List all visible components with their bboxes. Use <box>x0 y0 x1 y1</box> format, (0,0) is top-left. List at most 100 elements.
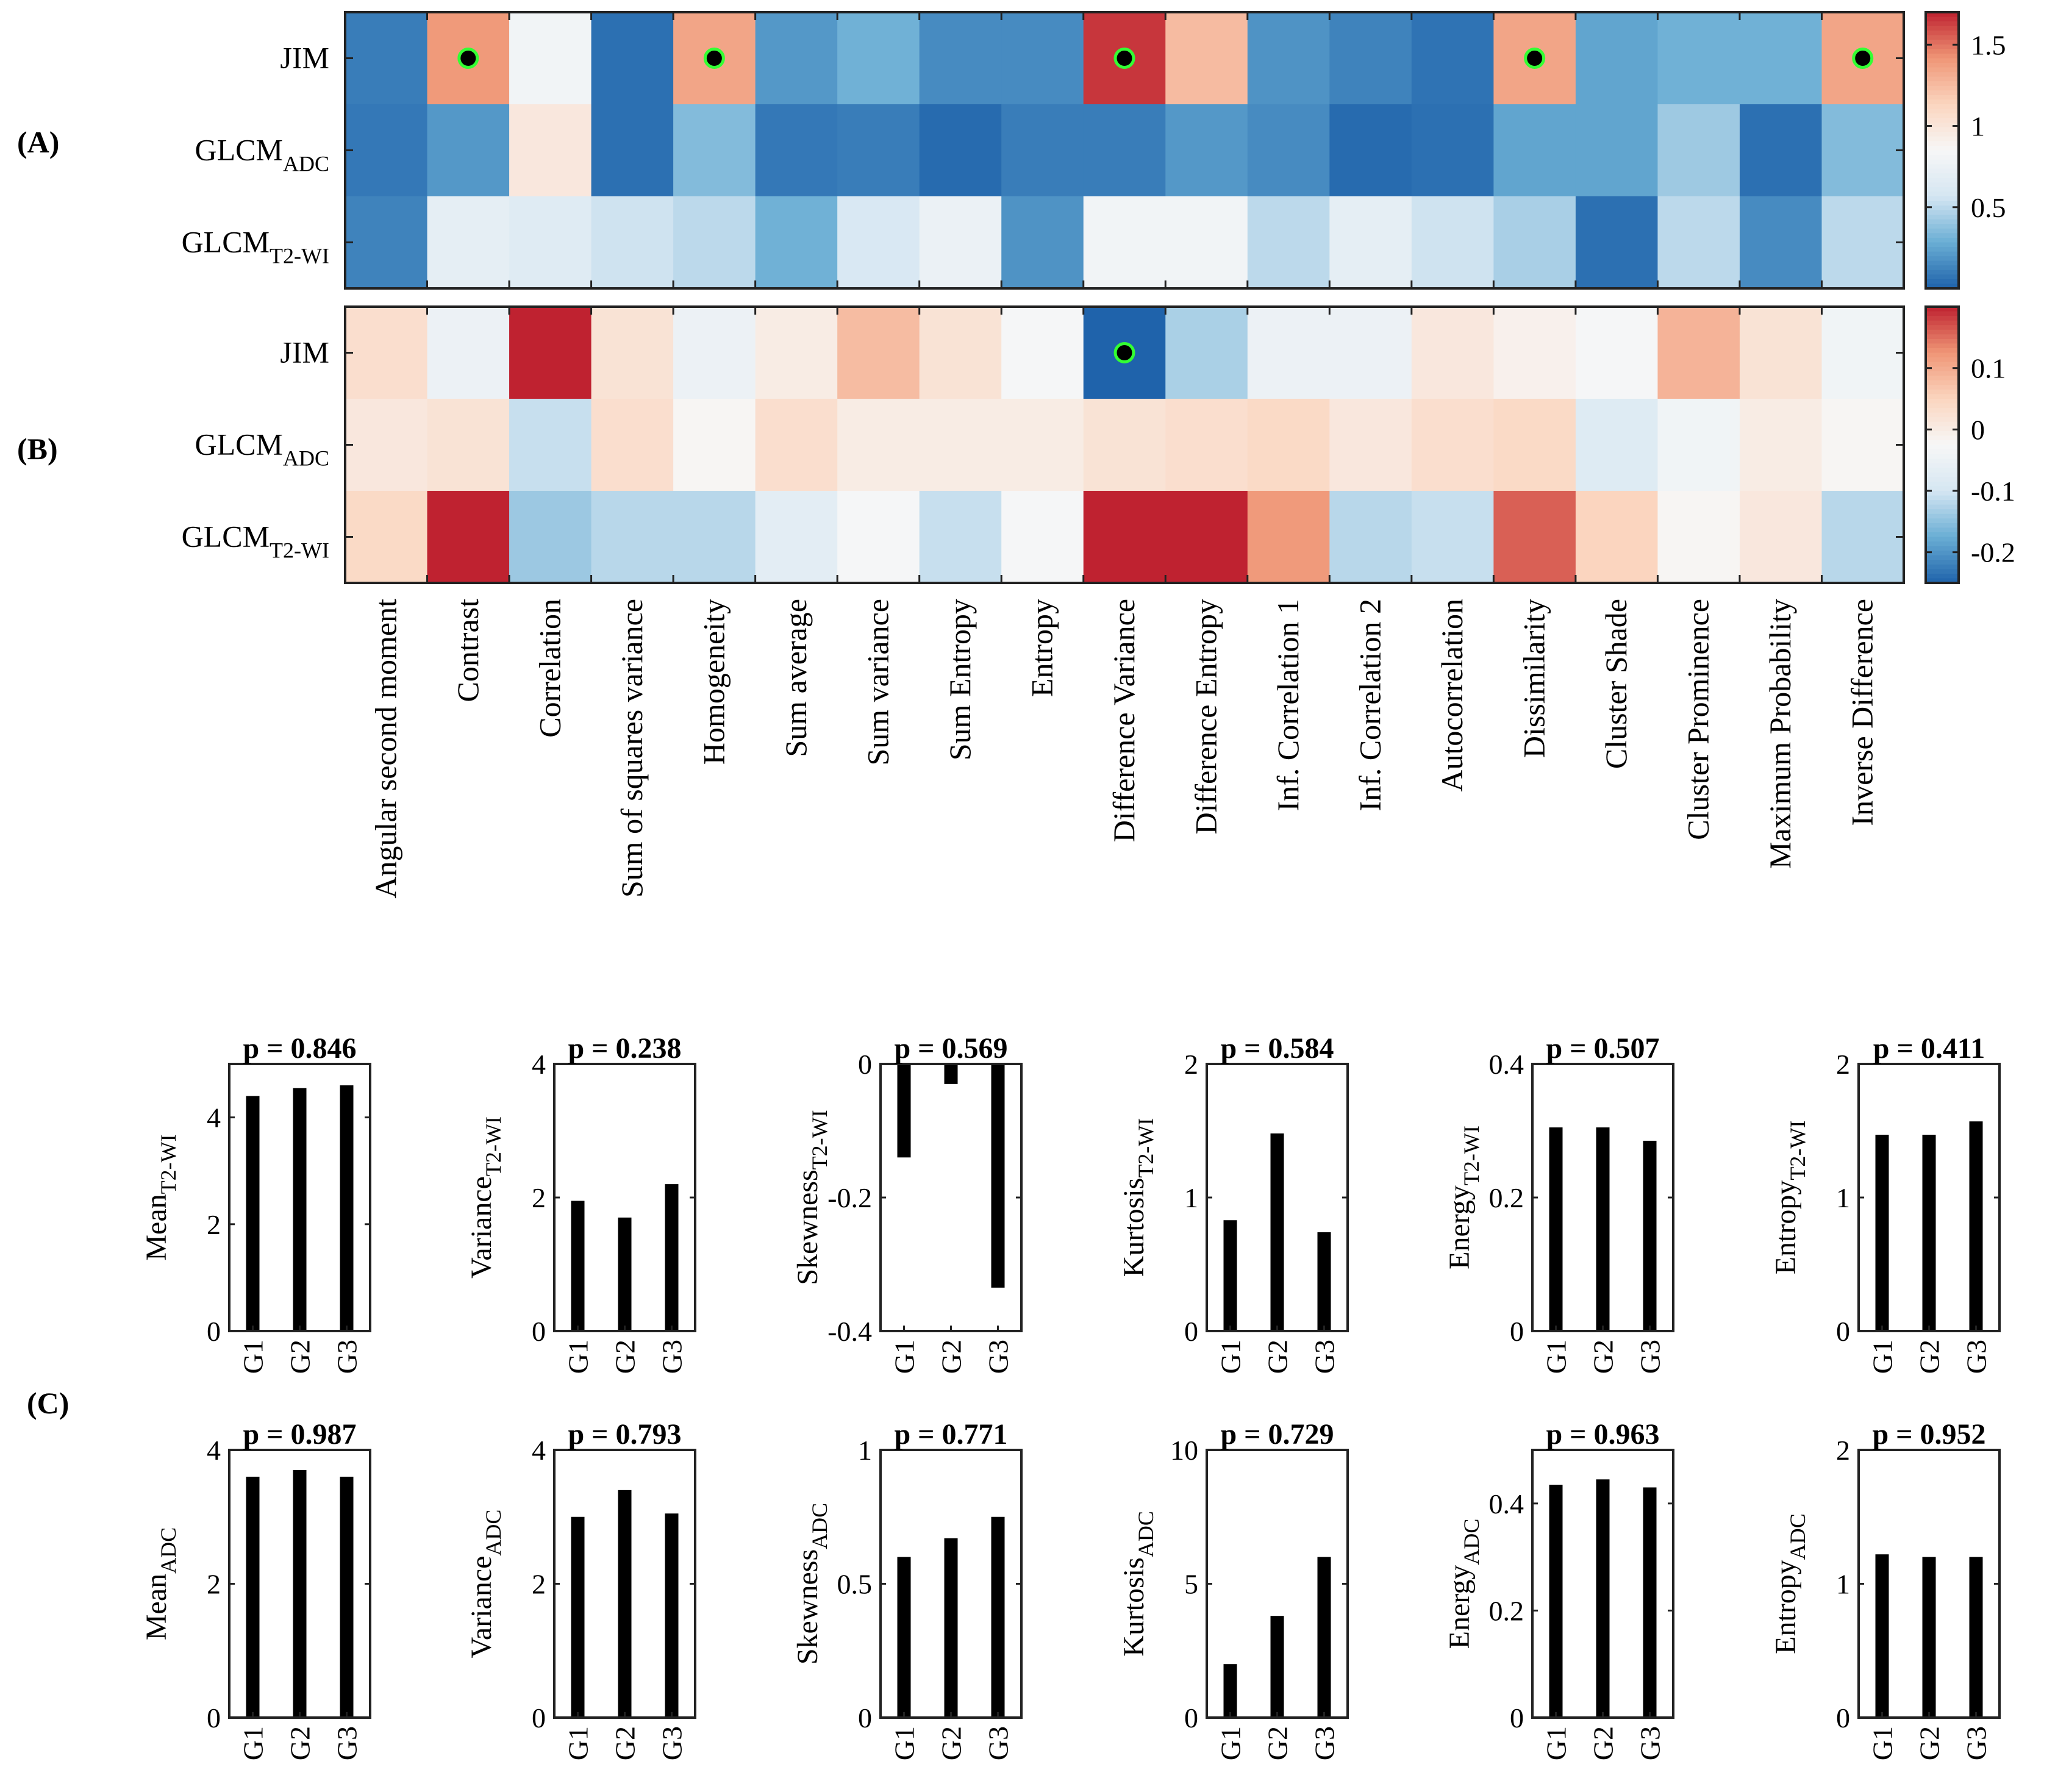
y-axis-label: EnergyADC <box>1443 1519 1484 1649</box>
heatmap-cell <box>345 307 428 399</box>
colorbar-frame <box>1924 11 1960 290</box>
colorbar-segment <box>1926 477 1959 482</box>
colorbar-segment <box>1926 338 1959 344</box>
y-axis-label: KurtosisT2-WI <box>1118 1118 1158 1277</box>
heatmap-cell <box>1411 196 1494 289</box>
colorbar-segment <box>1926 136 1959 142</box>
heatmap-cell <box>1739 399 1823 491</box>
colorbar-segment <box>1926 578 1959 584</box>
y-axis-label-main: Variance <box>465 1176 498 1279</box>
heatmap-cell <box>837 399 920 491</box>
colorbar-segment <box>1926 569 1959 574</box>
feature-label: Sum variance <box>860 599 895 766</box>
heatmap-cell <box>1739 491 1823 584</box>
heatmap-cell <box>1739 307 1823 399</box>
heatmap-cell <box>1329 196 1412 289</box>
heatmap-cell <box>673 491 756 584</box>
colorbar-segment <box>1926 449 1959 455</box>
feature-label: Inf. Correlation 1 <box>1271 599 1305 812</box>
y-axis-label-subscript: ADC <box>481 1510 506 1556</box>
colorbar-segment <box>1926 362 1959 367</box>
colorbar-segment <box>1926 421 1959 427</box>
colorbar-segment <box>1926 454 1959 459</box>
x-tick-label: G2 <box>1262 1726 1293 1760</box>
y-tick-label: 2 <box>207 1209 221 1240</box>
bar <box>618 1217 632 1331</box>
heatmap-cell <box>1493 104 1576 197</box>
heatmap-cell <box>1001 196 1084 289</box>
colorbar-segment <box>1926 518 1959 524</box>
x-tick-label: G2 <box>1914 1340 1945 1374</box>
bar <box>1643 1140 1657 1331</box>
heatmap-cell <box>345 196 428 289</box>
bar <box>665 1513 679 1718</box>
y-tick-label: 2 <box>532 1182 546 1213</box>
bar <box>618 1490 632 1718</box>
heatmap-cell <box>1575 196 1659 289</box>
heatmap-cell <box>1001 491 1084 584</box>
heatmap-cell <box>1329 307 1412 399</box>
panel-b-label: (B) <box>17 432 58 466</box>
colorbar-segment <box>1926 459 1959 464</box>
heatmap-cell <box>1739 12 1823 105</box>
row-label-main: JIM <box>280 41 329 75</box>
colorbar-segment <box>1926 123 1959 128</box>
y-axis-label: SkewnessADC <box>792 1503 832 1665</box>
y-axis-label-subscript: ADC <box>1459 1519 1484 1565</box>
heatmap-cell <box>345 399 428 491</box>
row-label-subscript: ADC <box>283 446 329 471</box>
row-label-subscript: ADC <box>283 152 329 176</box>
colorbar-segment <box>1926 491 1959 496</box>
heatmap-cell <box>919 12 1002 105</box>
y-tick-label: 0 <box>532 1702 546 1733</box>
y-tick-label: 0.5 <box>837 1569 873 1600</box>
heatmap-cell <box>1657 104 1740 197</box>
bar <box>944 1064 958 1084</box>
heatmap-cell <box>1083 196 1166 289</box>
significance-marker <box>1852 48 1874 69</box>
heatmap-cell <box>509 104 592 197</box>
bar-chart: 0 2 4 G1 G2 G3 p = 0.987 MeanADC <box>140 1418 371 1760</box>
bar-chart: 0 1 2 G1 G2 G3 p = 0.952 EntropyADC <box>1770 1418 2001 1760</box>
colorbar-segment <box>1926 205 1959 211</box>
feature-label: Inverse Difference <box>1845 599 1879 826</box>
chart-title: p = 0.411 <box>1873 1032 1985 1065</box>
x-tick-label: G2 <box>610 1340 641 1374</box>
heatmap-cell <box>1083 399 1166 491</box>
heatmap-cell <box>1165 12 1248 105</box>
row-label: GLCMT2-WI <box>182 225 329 268</box>
colorbar-segment <box>1926 408 1959 413</box>
chart-title: p = 0.584 <box>1220 1032 1334 1065</box>
colorbar-segment <box>1926 219 1959 224</box>
y-axis-label-subscript: T2-WI <box>807 1110 832 1169</box>
colorbar-segment <box>1926 76 1959 82</box>
heatmap-cell <box>1411 12 1494 105</box>
bar-chart: 0 0.2 0.4 G1 G2 G3 p = 0.507 EnergyT2-WI <box>1443 1032 1674 1374</box>
y-tick-label: 0 <box>1184 1702 1198 1733</box>
y-axis-label-main: Kurtosis <box>1118 1557 1150 1657</box>
x-tick-label: G3 <box>983 1726 1014 1760</box>
y-axis-label: EntropyADC <box>1770 1513 1810 1654</box>
y-axis-label-subscript: T2-WI <box>1785 1121 1810 1180</box>
colorbar-segment <box>1926 394 1959 399</box>
feature-label: Autocorrelation <box>1435 599 1469 792</box>
colorbar-segment <box>1926 573 1959 579</box>
colorbar-segment <box>1926 182 1959 188</box>
heatmap-cell <box>919 196 1002 289</box>
feature-label: Sum Entropy <box>943 599 977 760</box>
heatmap-cell <box>755 491 838 584</box>
y-axis-label: VarianceT2-WI <box>465 1116 506 1279</box>
colorbar-segment <box>1926 201 1959 206</box>
heatmap-cell <box>427 104 510 197</box>
colorbar-segment <box>1926 412 1959 418</box>
significance-marker <box>457 48 479 69</box>
heatmap-cell <box>427 196 510 289</box>
y-axis-label-subscript: T2-WI <box>156 1134 180 1194</box>
heatmap-cell <box>591 491 674 584</box>
colorbar-segment <box>1926 67 1959 73</box>
heatmap-cell <box>1739 196 1823 289</box>
colorbar-segment <box>1926 210 1959 215</box>
heatmap-cell <box>591 399 674 491</box>
colorbar-segment <box>1926 500 1959 505</box>
heatmap-cell <box>427 307 510 399</box>
